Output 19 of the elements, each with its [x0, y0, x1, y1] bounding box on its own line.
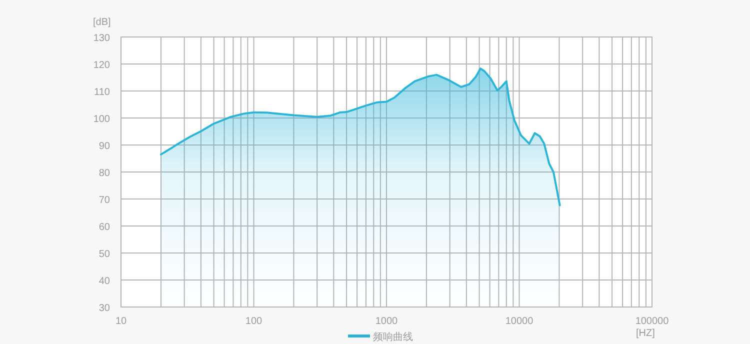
- x-tick-label: 1000: [375, 316, 398, 327]
- y-tick-label: 80: [98, 168, 110, 179]
- y-tick-label: 110: [94, 87, 110, 98]
- y-tick-label: 60: [98, 222, 110, 233]
- y-tick-label: 130: [93, 33, 110, 44]
- x-tick-label: 10: [115, 316, 127, 327]
- y-tick-label: 30: [98, 303, 110, 314]
- x-tick-label: 100: [245, 316, 263, 327]
- y-tick-label: 40: [98, 276, 110, 287]
- x-axis-title: [HZ]: [636, 328, 656, 339]
- y-tick-label: 90: [98, 141, 110, 152]
- legend-label: 频响曲线: [373, 331, 413, 343]
- x-tick-label: 100000: [635, 316, 670, 327]
- x-tick-label: 10000: [505, 316, 534, 327]
- y-axis-title: [dB]: [93, 17, 112, 28]
- y-tick-label: 100: [93, 114, 110, 125]
- y-tick-label: 70: [98, 195, 110, 206]
- y-tick-label: 50: [98, 249, 110, 260]
- y-tick-label: 120: [93, 60, 110, 71]
